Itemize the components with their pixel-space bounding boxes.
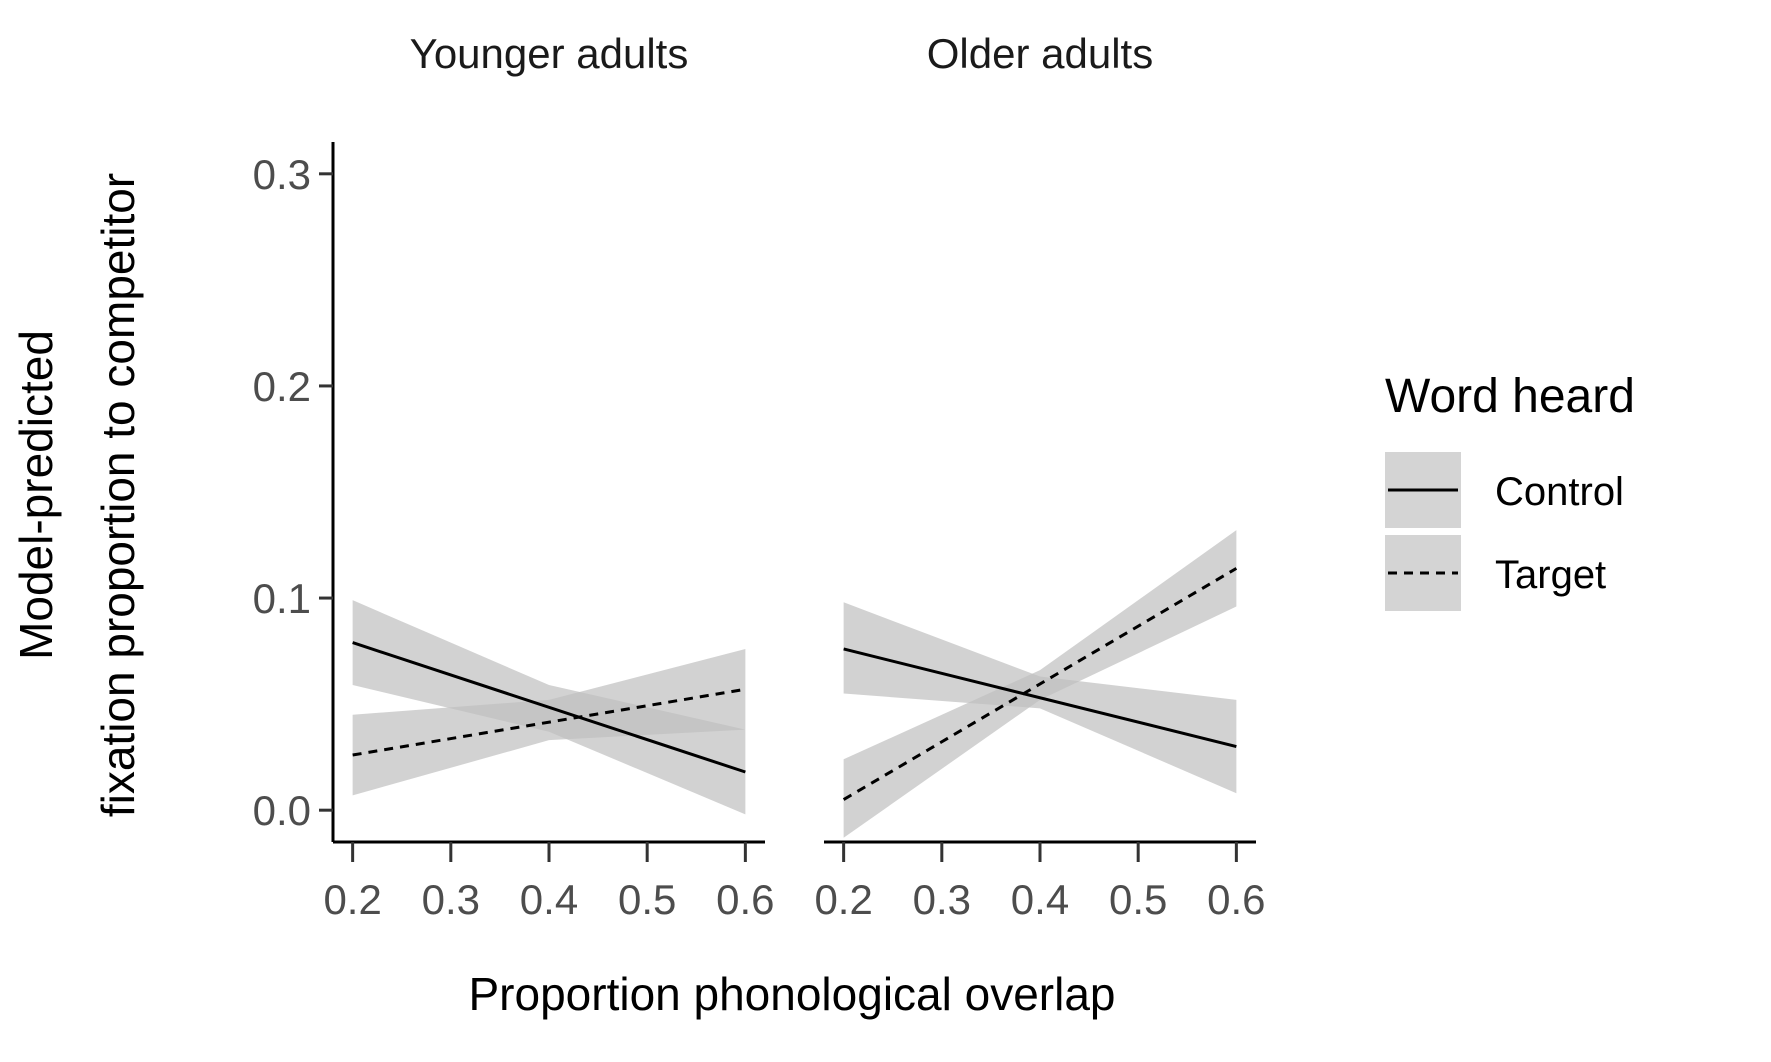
y-tick-label-2: 0.2 (253, 363, 311, 410)
x-tick-label-0-2: 0.4 (520, 876, 578, 923)
legend-label-control: Control (1495, 470, 1624, 514)
y-axis-title-line1: Model-predicted (10, 330, 62, 660)
x-tick-label-0-0: 0.2 (323, 876, 381, 923)
line-target-panel-1 (842, 567, 1238, 801)
legend: Word heard Control Target (1385, 370, 1635, 611)
x-tick-label-0-3: 0.5 (618, 876, 676, 923)
x-tick-label-1-3: 0.5 (1109, 876, 1167, 923)
x-tick-label-1-2: 0.4 (1011, 876, 1069, 923)
x-tick-label-0-1: 0.3 (422, 876, 480, 923)
line-target-panel-0 (352, 687, 746, 757)
x-tick-label-1-4: 0.6 (1207, 876, 1265, 923)
panel-1: Older adults 0.2 0.3 0.4 0.5 0.6 (814, 30, 1265, 923)
line-control-panel-1 (843, 647, 1237, 749)
y-axis: 0.0 0.1 0.2 0.3 (253, 142, 335, 842)
x-axis-title: Proportion phonological overlap (469, 968, 1116, 1020)
line-control-panel-0 (352, 641, 746, 774)
y-axis-title-line2: fixation proportion to competitor (92, 173, 144, 817)
panel-0: Younger adults 0.2 0.3 0.4 0.5 0.6 (323, 30, 774, 923)
y-tick-label-3: 0.3 (253, 151, 311, 198)
x-tick-label-0-4: 0.6 (716, 876, 774, 923)
legend-title: Word heard (1385, 370, 1635, 423)
x-tick-label-1-0: 0.2 (814, 876, 872, 923)
panel-title-0: Younger adults (410, 30, 689, 77)
x-tick-label-1-1: 0.3 (913, 876, 971, 923)
y-tick-label-0: 0.0 (253, 787, 311, 834)
panel-title-1: Older adults (927, 30, 1153, 77)
y-tick-label-1: 0.1 (253, 575, 311, 622)
legend-label-target: Target (1495, 553, 1606, 597)
